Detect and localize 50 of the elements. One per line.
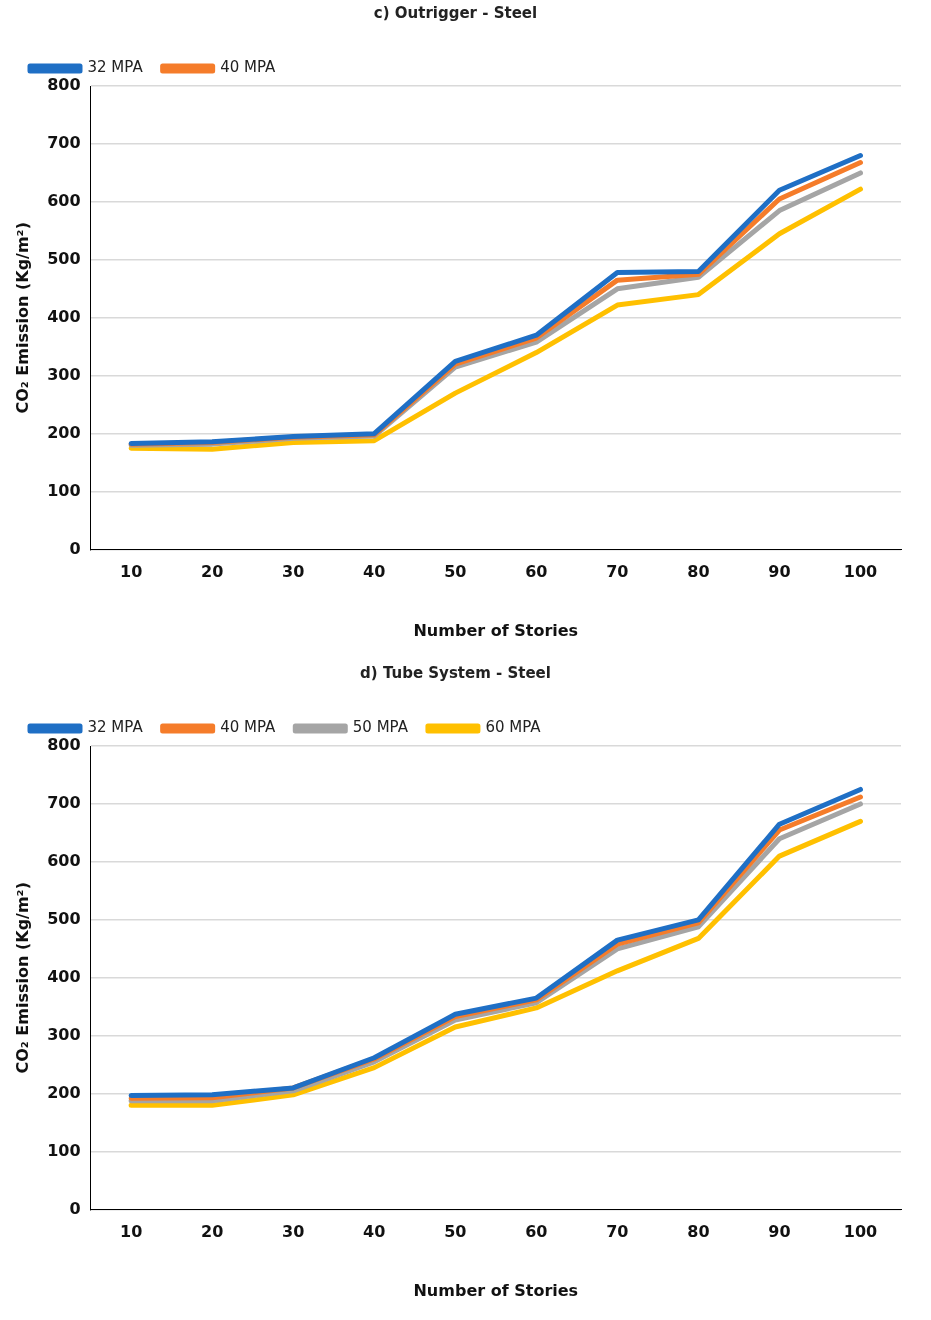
- y-tick-label: 600: [47, 851, 81, 871]
- x-tick-label: 80: [687, 562, 710, 582]
- legend-label: 40 MPA: [220, 718, 277, 737]
- chart-title: d) Tube System - Steel: [360, 663, 551, 682]
- y-tick-label: 300: [47, 1024, 81, 1044]
- y-tick-label: 800: [47, 735, 81, 755]
- y-tick-label: 700: [47, 133, 81, 153]
- y-tick-label: 600: [47, 191, 81, 211]
- x-tick-label: 40: [363, 1222, 386, 1242]
- y-tick-label: 200: [47, 1082, 81, 1102]
- x-tick-label: 10: [119, 562, 143, 582]
- x-tick-label: 90: [768, 562, 791, 582]
- legend-label: 40 MPA: [220, 58, 277, 77]
- y-tick-label: 0: [69, 1198, 81, 1218]
- x-axis-title: Number of Stories: [413, 620, 579, 640]
- y-tick-label: 400: [47, 306, 81, 326]
- x-tick-label: 30: [282, 562, 305, 582]
- x-tick-label: 50: [444, 562, 467, 582]
- x-tick-label: 30: [282, 1222, 305, 1242]
- x-tick-label: 10: [119, 1222, 143, 1242]
- x-tick-label: 20: [201, 1222, 224, 1242]
- x-tick-label: 50: [444, 1222, 467, 1242]
- legend-label: 32 MPA: [87, 58, 144, 77]
- y-tick-label: 500: [47, 249, 81, 269]
- x-tick-label: 80: [687, 1222, 710, 1242]
- y-tick-label: 500: [47, 909, 81, 929]
- y-tick-label: 100: [47, 480, 81, 500]
- x-axis-title: Number of Stories: [413, 1280, 579, 1300]
- x-tick-label: 60: [525, 1222, 548, 1242]
- x-tick-label: 60: [525, 562, 548, 582]
- legend-label: 50 MPA: [352, 718, 409, 737]
- y-axis-title: CO₂ Emission (Kg/m²): [12, 222, 32, 414]
- y-tick-label: 800: [47, 75, 81, 95]
- legend-label: 60 MPA: [485, 718, 542, 737]
- x-tick-label: 70: [606, 1222, 629, 1242]
- y-tick-label: 300: [47, 364, 81, 384]
- y-tick-label: 400: [47, 966, 81, 986]
- x-tick-label: 100: [843, 1222, 878, 1242]
- y-tick-label: 700: [47, 793, 81, 813]
- y-tick-label: 0: [69, 538, 81, 558]
- x-tick-label: 90: [768, 1222, 791, 1242]
- legend-label: 32 MPA: [87, 718, 144, 737]
- y-axis-title: CO₂ Emission (Kg/m²): [12, 882, 32, 1074]
- chart-title: c) Outrigger - Steel: [373, 3, 538, 22]
- x-tick-label: 70: [606, 562, 629, 582]
- x-tick-label: 100: [843, 562, 878, 582]
- x-tick-label: 20: [201, 562, 224, 582]
- y-tick-label: 200: [47, 422, 81, 442]
- y-tick-label: 100: [47, 1140, 81, 1160]
- x-tick-label: 40: [363, 562, 386, 582]
